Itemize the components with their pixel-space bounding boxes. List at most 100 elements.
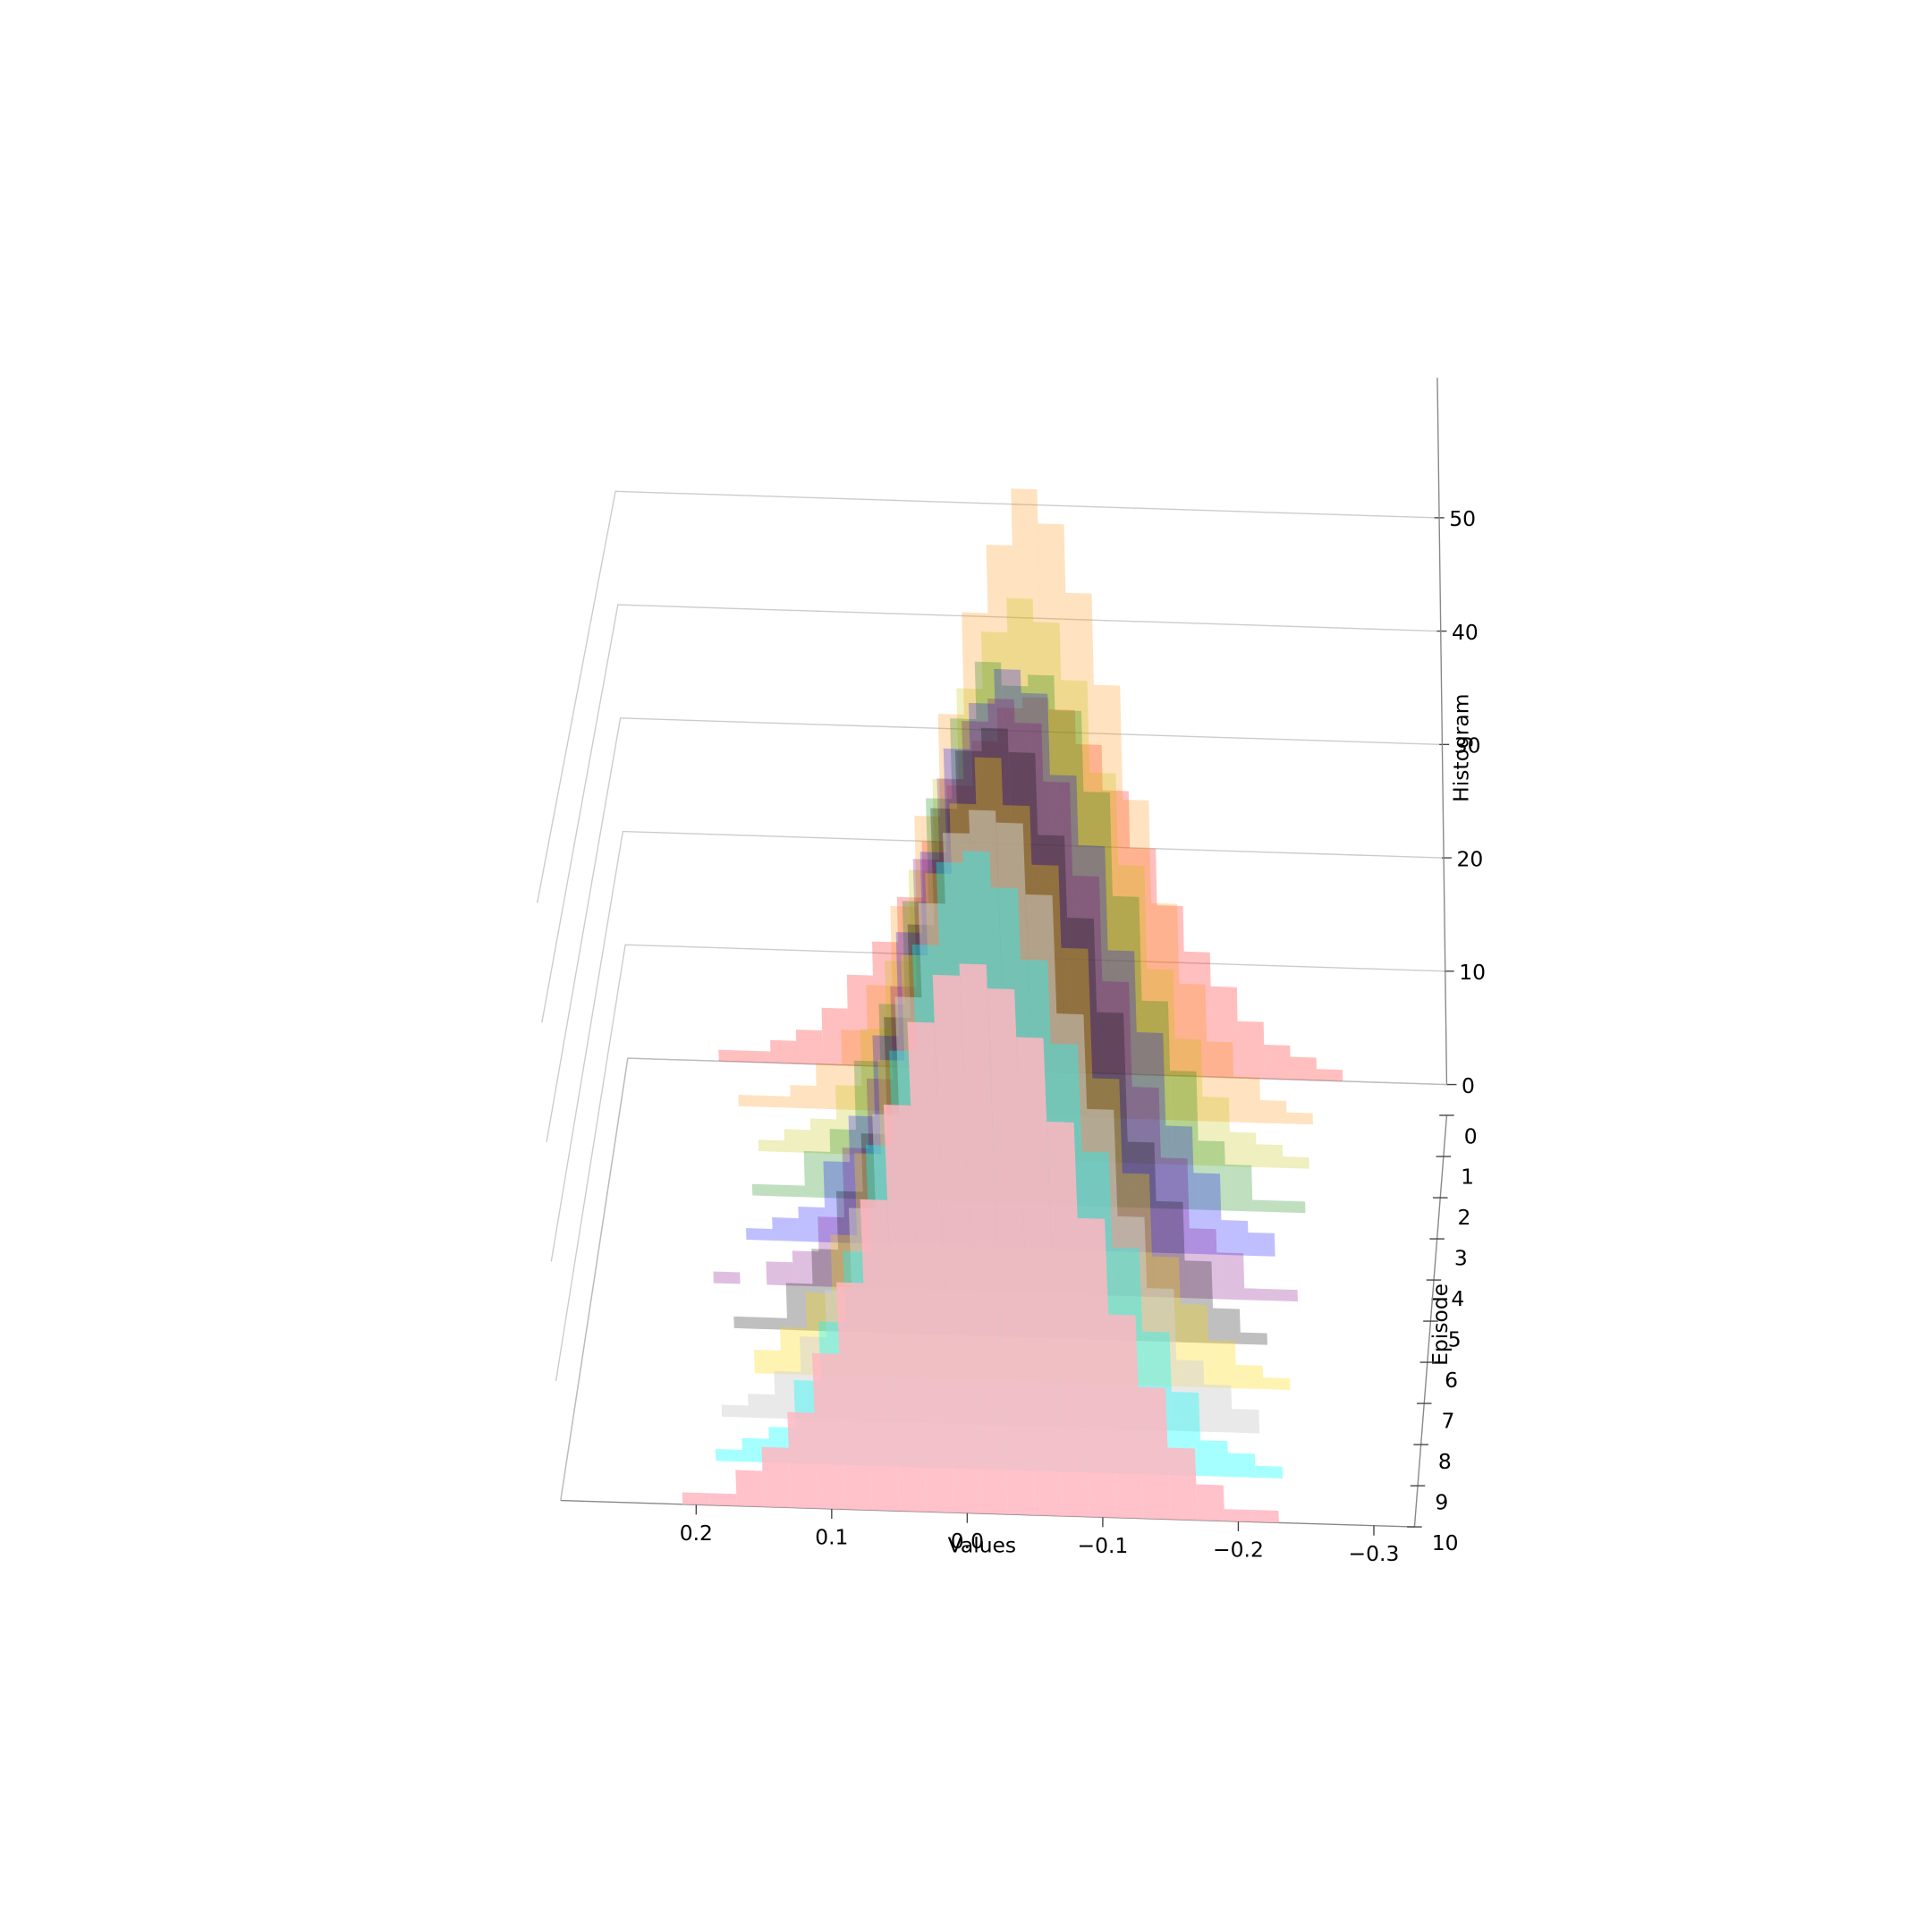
bar (1141, 1000, 1174, 1209)
bar (1202, 1097, 1231, 1166)
grid-line (546, 717, 1440, 1142)
bar (821, 1007, 849, 1066)
bar (1286, 1434, 1314, 1436)
bar (1075, 743, 1109, 1074)
bar (1221, 1220, 1250, 1256)
bar (1102, 790, 1135, 1075)
bar (795, 1030, 823, 1065)
bar (746, 1228, 773, 1241)
bar (1083, 792, 1122, 1208)
bar (1229, 1131, 1258, 1167)
bar (932, 974, 981, 1514)
z-tick-label: 10 (1459, 960, 1486, 985)
bar (1138, 1386, 1171, 1520)
bar (1046, 1121, 1089, 1517)
bar (1174, 1038, 1205, 1166)
bar (1233, 1076, 1261, 1123)
y-tick-label: 2 (1458, 1205, 1471, 1230)
bar (841, 1030, 869, 1111)
bar (836, 1282, 873, 1511)
bar (1147, 969, 1179, 1165)
bar (1252, 1199, 1280, 1213)
bar (761, 1446, 792, 1508)
bar (1248, 1232, 1275, 1257)
bar (648, 1369, 675, 1371)
bar (660, 1281, 688, 1283)
bar (790, 1085, 818, 1109)
bar (1170, 1070, 1200, 1210)
bar (673, 1192, 700, 1194)
bar (1089, 772, 1126, 1164)
bar (666, 1237, 694, 1239)
bar (718, 1049, 745, 1063)
z-tick-label: 40 (1452, 620, 1479, 645)
bar (883, 1104, 927, 1513)
bar (1184, 1260, 1215, 1343)
bar (1305, 1213, 1332, 1215)
bar (1251, 1510, 1279, 1523)
bar (1210, 986, 1239, 1079)
bar (829, 1129, 859, 1199)
bar (760, 1317, 788, 1330)
bar (1224, 1164, 1253, 1212)
bar (1112, 895, 1148, 1208)
bar (1204, 1384, 1233, 1433)
x-tick-label: −0.2 (1213, 1538, 1264, 1563)
bar (1275, 1256, 1302, 1258)
bar (668, 1414, 696, 1416)
bar (725, 1194, 753, 1196)
bar (803, 1150, 832, 1199)
bar (1196, 1484, 1225, 1521)
bar (959, 963, 1008, 1515)
bar (1016, 1037, 1063, 1516)
y-tick-label: 9 (1435, 1489, 1448, 1514)
x-tick-label: −0.3 (1349, 1541, 1400, 1566)
bar (1165, 1125, 1196, 1254)
y-axis-title: Episode (1428, 1284, 1453, 1366)
bar (1136, 1031, 1170, 1253)
bar (1189, 1228, 1218, 1300)
bar (1065, 592, 1105, 1118)
bar (774, 1370, 803, 1419)
bar (1048, 708, 1083, 1073)
bar (1207, 1041, 1235, 1123)
bar (1293, 1345, 1321, 1347)
bar (751, 1183, 779, 1197)
bar (735, 1470, 765, 1507)
bar (1208, 1340, 1237, 1389)
bar (798, 1207, 826, 1242)
bar (792, 1250, 820, 1287)
bar (1224, 1509, 1252, 1522)
z-tick-label: 30 (1454, 733, 1481, 758)
bar (689, 1460, 716, 1462)
bar (693, 1238, 720, 1240)
bar (1227, 1453, 1256, 1478)
y-tick-label: 8 (1438, 1449, 1452, 1474)
bar (732, 1150, 759, 1152)
bar (770, 1039, 797, 1064)
bar (1244, 1288, 1272, 1301)
bar (764, 1095, 792, 1108)
bar (753, 1349, 782, 1375)
bar (907, 1021, 954, 1513)
bar (1309, 1168, 1335, 1170)
bar (1117, 865, 1152, 1165)
bar (707, 1327, 734, 1328)
bar (1290, 1390, 1318, 1391)
bar (1235, 1364, 1264, 1390)
y-tick-label: 0 (1464, 1123, 1478, 1148)
bar (1183, 951, 1213, 1078)
bar (674, 1370, 701, 1372)
bar (661, 1459, 690, 1461)
bar (835, 1085, 864, 1155)
bar (682, 1492, 710, 1505)
bar (816, 1063, 843, 1110)
y-tick-label: 4 (1451, 1286, 1464, 1311)
bar (687, 1282, 714, 1284)
bar (1256, 1144, 1284, 1168)
bar (1130, 847, 1161, 1076)
bar (641, 1414, 669, 1415)
bar (1167, 1447, 1198, 1521)
bar (758, 1140, 785, 1153)
